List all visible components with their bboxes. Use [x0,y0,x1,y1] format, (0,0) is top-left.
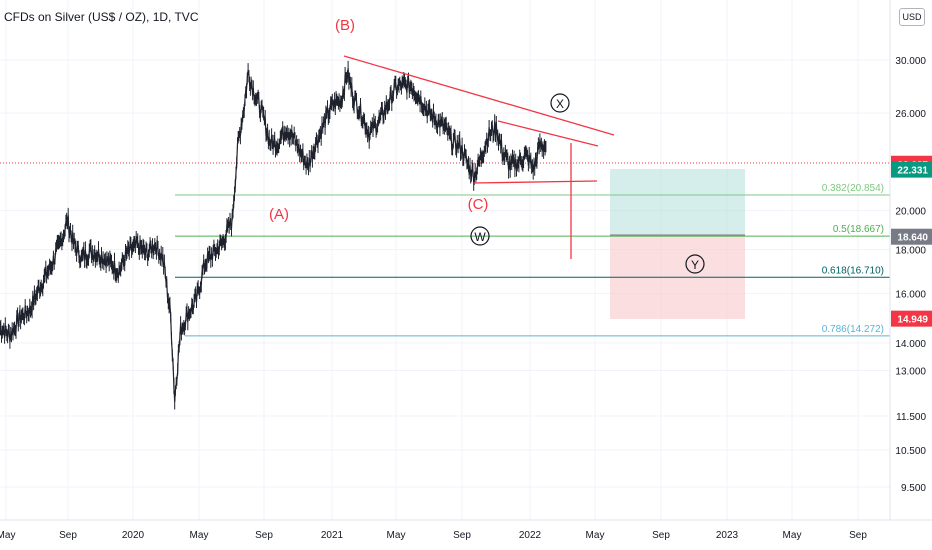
price-label: 22.331 [897,166,928,177]
x-tick-label: 2023 [716,530,739,541]
wave-label-x: X [556,97,564,111]
fib-level-label: 0.5(18.667) [833,224,884,235]
price-label-bg [891,161,932,178]
currency-button[interactable]: USD [899,8,925,26]
y-tick-label: 10.500 [895,446,926,457]
fib-level-label: 0.382(20.854) [822,183,884,194]
x-tick-label: 2020 [122,530,145,541]
wave-label-y: Y [691,258,699,272]
x-tick-label: Sep [453,530,471,541]
upper-trendline[interactable] [343,55,615,136]
wave-annotations: (B) (A) (C) X W Y [269,17,705,274]
y-tick-label: 30.000 [895,56,926,67]
fib-level-label: 0.618(16.710) [822,265,884,276]
fib-levels: 0.382(20.854) 0.5(18.667) 0.618(16.710) 0.7… [175,183,890,337]
wave-circle-w [470,226,490,246]
y-tick-label: 20.000 [895,207,926,218]
x-tick-label: May [783,530,802,541]
x-tick-label: May [586,530,605,541]
time-axis[interactable]: May Sep 2020 May Sep 2021 May Sep 2022 May Sep 2023… [0,519,932,550]
x-tick-label: May [0,530,15,541]
price-series [0,60,547,410]
price-label-bg [891,228,932,245]
y-tick-label: 11.500 [896,412,926,423]
y-tick-label: 26.000 [895,109,926,120]
triangle-lower-line[interactable] [473,180,598,184]
triangle-upper-line[interactable] [497,120,599,147]
price-label-bg [891,310,932,327]
wave-label-b: (B) [335,17,355,34]
x-tick-label: 2022 [519,530,542,541]
x-tick-label: Sep [849,530,867,541]
price-label: 18.640 [897,233,928,244]
x-tick-label: Sep [255,530,273,541]
risk-reward-boxes [610,169,745,319]
wave-label-a: (A) [269,206,289,223]
y-tick-label: 14.000 [895,339,926,350]
x-tick-label: May [387,530,406,541]
price-axis[interactable]: 30.000 26.000 20.000 18.000 16.000 14.000 13.0… [889,0,932,520]
price-label: 14.949 [897,315,928,326]
wave-circle-x [550,93,570,113]
wave-label-w: W [474,230,486,244]
y-tick-label: 13.000 [895,367,926,378]
chart-title: CFDs on Silver (US$ / OZ), 1D, TVC [4,10,199,24]
y-tick-label: 16.000 [895,289,926,300]
grid-lines [0,0,890,520]
profit-zone[interactable] [610,169,745,235]
x-tick-label: May [190,530,209,541]
y-tick-label: 18.000 [895,246,926,257]
price-line [0,68,547,402]
y-tick-label: 9.500 [901,483,926,494]
wave-circle-y [685,254,705,274]
x-tick-label: Sep [59,530,77,541]
x-tick-label: 2021 [321,530,344,541]
wave-label-c: (C) [468,196,489,213]
x-tick-label: Sep [652,530,670,541]
fib-level-label: 0.786(14.272) [822,324,884,335]
